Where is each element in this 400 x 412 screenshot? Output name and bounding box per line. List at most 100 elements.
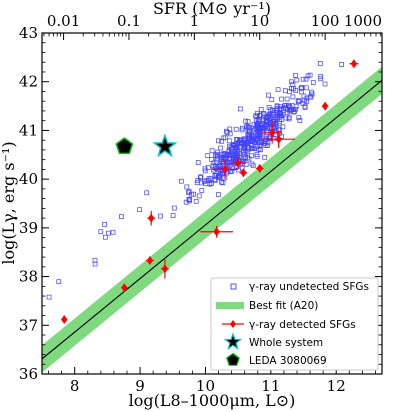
undetected-point <box>262 154 268 160</box>
undetected-point <box>238 106 243 112</box>
undetected-point <box>226 147 232 153</box>
undetected-point <box>274 106 280 111</box>
undetected-point <box>243 148 249 154</box>
undetected-point <box>255 127 260 133</box>
undetected-point <box>187 198 192 204</box>
undetected-point <box>264 115 270 121</box>
undetected-point <box>193 199 199 204</box>
undetected-point <box>251 122 257 127</box>
undetected-point <box>276 121 282 126</box>
undetected-point <box>46 294 52 300</box>
y-tick-label: 38 <box>19 268 38 286</box>
undetected-point <box>297 98 302 104</box>
undetected-point <box>196 193 202 199</box>
leda-pentagon <box>115 137 134 155</box>
legend-label-detected: γ-ray detected SFGs <box>249 319 356 331</box>
top-tick-label: 1000 <box>344 12 382 30</box>
undetected-point <box>265 114 271 120</box>
undetected-point <box>286 115 292 121</box>
undetected-point <box>266 126 272 131</box>
undetected-point <box>257 142 263 148</box>
undetected-point <box>209 148 215 154</box>
undetected-point <box>207 181 213 187</box>
undetected-point <box>304 98 310 104</box>
undetected-point <box>171 205 177 211</box>
undetected-point <box>102 222 107 227</box>
undetected-point <box>309 89 314 95</box>
undetected-point <box>222 135 228 141</box>
detected-point <box>61 314 68 324</box>
undetected-point <box>245 127 251 133</box>
undetected-point <box>297 118 303 123</box>
undetected-point <box>290 94 296 100</box>
y-tick-label: 42 <box>19 73 38 91</box>
top-tick-label: 0.01 <box>47 12 80 30</box>
undetected-point <box>216 138 221 144</box>
undetected-point <box>183 199 189 205</box>
undetected-point <box>233 126 239 132</box>
undetected-point <box>227 131 233 137</box>
undetected-point <box>158 213 163 219</box>
best-fit-line <box>42 79 382 360</box>
undetected-point <box>261 114 266 120</box>
detected-point <box>350 59 358 69</box>
undetected-point <box>322 81 328 87</box>
undetected-point <box>269 112 275 117</box>
detected-point <box>275 134 282 144</box>
detected-point <box>213 227 220 237</box>
undetected-point <box>310 80 316 85</box>
undetected-point <box>276 113 282 119</box>
legend-marker-pentagon <box>226 352 240 366</box>
detected-point <box>221 164 229 174</box>
undetected-point <box>206 176 212 181</box>
detected-point <box>234 158 242 168</box>
detected-point <box>121 283 128 293</box>
undetected-point <box>298 86 304 91</box>
undetected-point <box>292 109 297 114</box>
x-tick-label: 12 <box>327 377 346 395</box>
undetected-point <box>318 74 324 79</box>
detected-point <box>256 163 263 173</box>
undetected-point <box>339 62 344 67</box>
undetected-point <box>296 115 302 121</box>
undetected-point <box>92 257 98 263</box>
undetected-point <box>235 147 241 153</box>
undetected-point <box>301 93 307 99</box>
undetected-point <box>249 153 255 159</box>
legend-marker-best-fit <box>216 302 244 309</box>
undetected-point <box>275 112 280 118</box>
top-tick-label: 0.1 <box>117 12 141 30</box>
undetected-point <box>210 163 216 169</box>
legend-marker-star <box>223 332 243 350</box>
undetected-point <box>258 106 264 112</box>
undetected-point <box>102 234 108 240</box>
undetected-point <box>295 98 301 104</box>
undetected-point <box>300 76 306 82</box>
undetected-point <box>110 229 116 235</box>
undetected-point <box>302 103 308 109</box>
undetected-point <box>239 140 245 146</box>
undetected-point <box>214 156 220 162</box>
undetected-point <box>98 229 104 235</box>
undetected-point <box>178 178 184 184</box>
undetected-point <box>243 118 248 124</box>
legend-marker-undetected <box>230 283 237 290</box>
undetected-point <box>252 146 257 152</box>
undetected-point <box>269 97 275 102</box>
legend: γ-ray undetected SFGs Best fit (A20) γ-r… <box>210 277 379 371</box>
detected-point <box>146 255 154 265</box>
undetected-point <box>232 148 238 154</box>
undetected-point <box>170 213 176 218</box>
undetected-point <box>199 188 205 193</box>
undetected-point <box>317 61 323 66</box>
plot-area <box>42 59 382 373</box>
y-tick-label: 36 <box>19 365 38 383</box>
undetected-point <box>255 110 260 116</box>
undetected-point <box>216 192 221 197</box>
undetected-point <box>268 107 274 113</box>
top-tick-label: 100 <box>311 12 340 30</box>
undetected-point <box>212 178 218 183</box>
undetected-point <box>261 111 266 117</box>
undetected-point <box>250 163 256 169</box>
